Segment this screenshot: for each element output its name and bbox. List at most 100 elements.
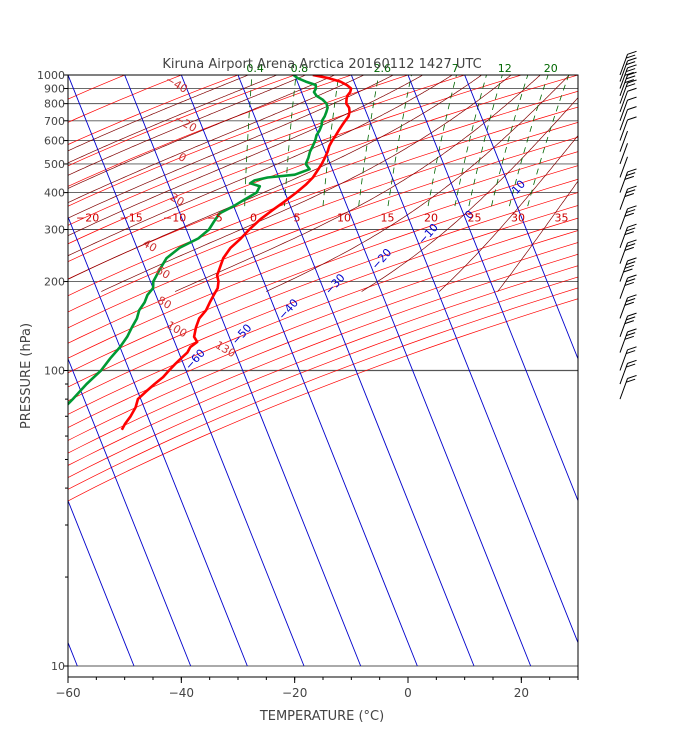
y-tick-label: 500 [44,158,65,171]
dry-adiabat [68,287,578,490]
y-tick-label: 800 [44,98,65,111]
y-tick-label: 100 [44,365,65,378]
dry-adiabat-label: −20 [172,112,199,135]
wind-barb-flag [624,79,634,84]
isotherm-line [0,69,21,666]
dry-adiabat [68,136,578,329]
row-label: 0 [250,211,257,224]
dry-adiabat-label: 100 [164,319,189,341]
wind-barb-flag [627,328,637,333]
wind-barb-flag [623,268,633,273]
moist-adiabat [68,75,307,176]
y-tick-label: 700 [44,115,65,128]
x-tick-label: 20 [514,686,529,700]
wind-barb-flag [624,193,634,197]
isotherm-line [68,75,305,667]
moist-adiabat [68,75,250,152]
x-tick-label: −40 [169,686,194,700]
mixing-ratio-line [491,75,529,207]
wind-barb-flag [626,243,636,248]
dry-adiabat-label: 0 [176,150,189,165]
dry-adiabat [68,75,410,207]
dry-adiabat [68,75,353,187]
wind-barb-flag [624,231,634,236]
wind-barb-staff [619,109,628,131]
dry-adiabat [68,75,466,226]
wind-barb-flag [627,294,637,299]
wind-barb-staff [619,143,628,165]
wind-barb-flag [626,209,636,214]
dry-adiabat [68,265,578,466]
dry-adiabat [68,205,578,402]
moist-adiabat [266,75,570,292]
dry-adiabat [68,75,69,76]
dry-adiabat [68,121,578,313]
dry-adiabat [68,75,523,245]
moist-adiabat [361,97,578,292]
wind-barb-flag [626,227,636,232]
dry-adiabat [68,192,578,388]
mixing-ratio-line [284,75,297,207]
y-axis-label: PRESSURE (hPa) [19,323,34,429]
background-lines [0,69,578,667]
moist-adiabat [68,75,395,219]
moist-adiabat [68,75,424,237]
moist-adiabat [438,134,578,292]
isotherm-line [237,75,475,667]
moist-adiabat [497,180,578,292]
row-label: 5 [294,211,301,224]
y-tick-label: 300 [44,224,65,237]
moist-adiabat [68,75,365,203]
dry-adiabat [68,230,578,429]
dry-adiabat [68,178,578,374]
mixing-ratio-line [509,75,549,207]
wind-barb-flag [626,350,636,355]
row-label: −10 [163,211,186,224]
isotherm-label: −60 [183,347,208,373]
y-tick-label: 400 [44,187,65,200]
y-tick-label: 600 [44,135,65,148]
isotherm-line [68,641,78,667]
wind-barb-staff [619,91,628,113]
y-tick-label: 10 [51,660,65,673]
isotherm-line [350,75,578,644]
mixing-ratio-label: 20 [544,62,558,75]
wind-barb-flag [626,278,636,283]
wind-barb-flag [624,301,634,306]
mixing-ratio-line [322,75,340,207]
y-tick-label: 200 [44,276,65,289]
mixing-ratio-line [358,75,380,207]
wind-barb-flag [627,116,637,121]
moist-adiabat [174,75,541,292]
wind-barb-flag [627,223,637,228]
wind-barb-flag [627,274,637,279]
isotherm-label: −20 [369,246,394,272]
wind-barb-flag [624,335,634,340]
wind-barb-flag [626,75,636,80]
x-axis-label: TEMPERATURE (°C) [259,709,384,724]
mixing-ratio-label: 12 [498,62,512,75]
wind-barb-staff [619,156,628,178]
wind-barb-flag [626,261,636,266]
dry-adiabat [68,151,578,344]
y-tick-label: 1000 [37,69,65,82]
isotherm-line [68,357,192,667]
wind-barb-flag [627,312,637,317]
moist-adiabat [68,75,336,189]
temperature-line [120,75,353,431]
mixing-ratio-label: 7 [452,62,459,75]
row-label: 35 [555,211,569,224]
wind-barb-flag [627,185,637,190]
wind-barb-flag [626,172,636,177]
dry-adiabat [68,90,578,280]
dew-point-line [68,75,329,406]
wind-barb-flag [626,378,636,383]
dry-adiabat [68,298,578,502]
wind-barb-flag [627,359,637,364]
dry-adiabat-label: 40 [140,237,159,255]
wind-barb-staff [619,119,628,141]
dry-adiabat [68,75,240,145]
dry-adiabat [68,276,578,478]
isotherm-line [294,75,532,667]
